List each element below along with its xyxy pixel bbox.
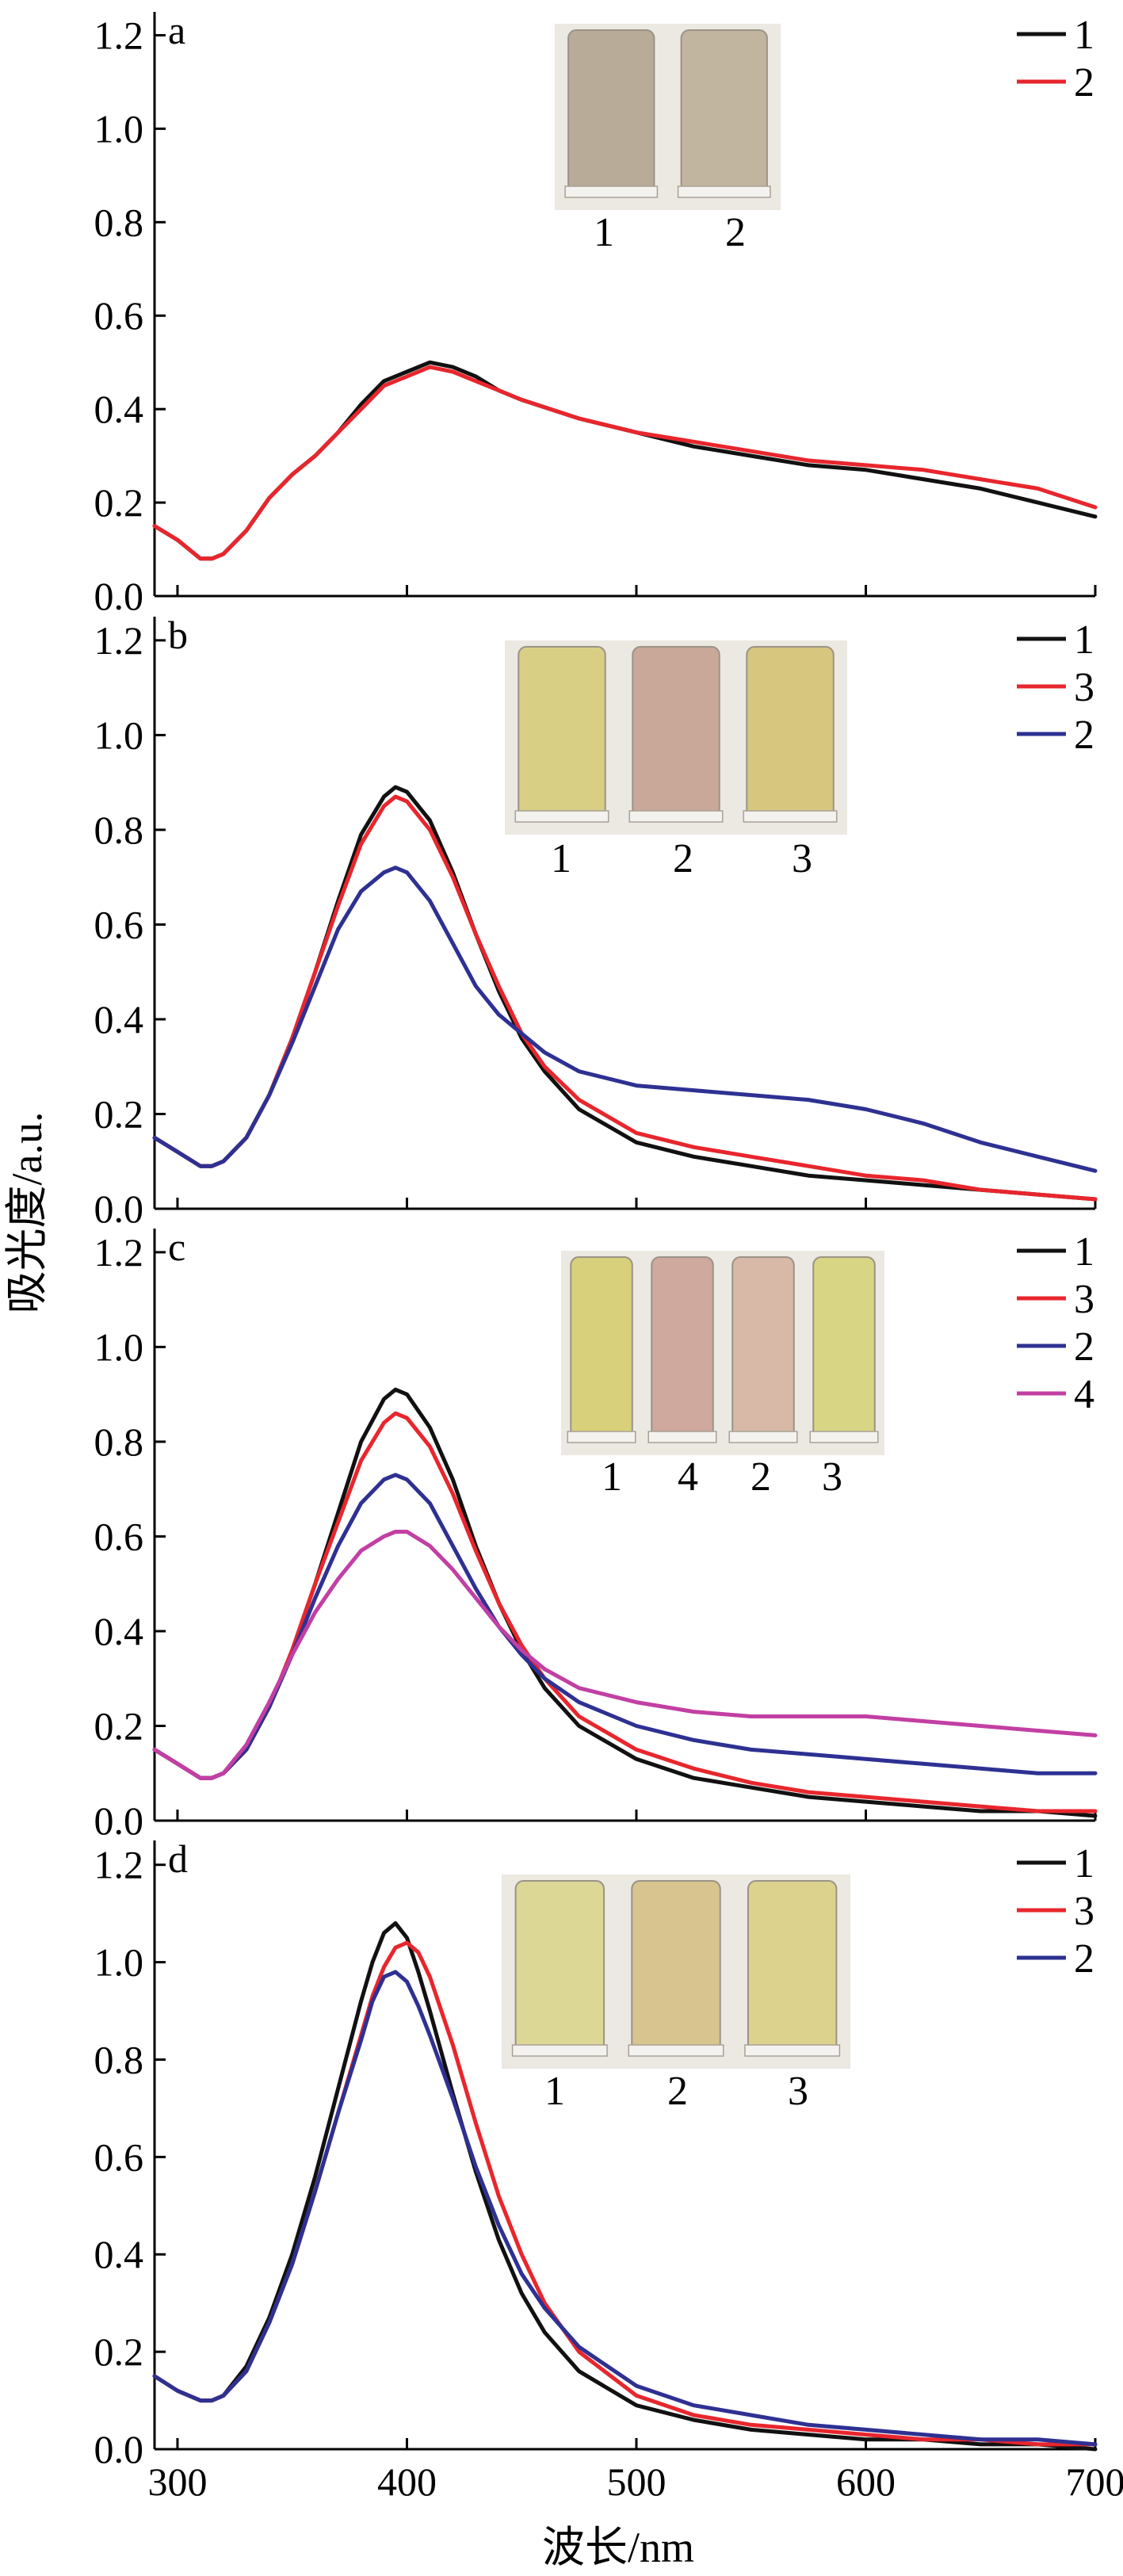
legend-label-c: 4 — [1074, 1372, 1094, 1417]
inset-label-c: 4 — [678, 1454, 698, 1500]
series-line-a-1 — [152, 360, 1098, 561]
series-line-b-3 — [152, 794, 1098, 1202]
vial-base-d — [511, 2044, 608, 2057]
y-tick-label-a: 0.6 — [94, 293, 144, 338]
inset-label-d: 3 — [788, 2069, 808, 2114]
panel-letter-b: b — [168, 613, 188, 657]
vial-base-c — [728, 1431, 798, 1443]
panel-letter-d: d — [168, 1836, 188, 1881]
inset-label-a: 1 — [594, 210, 614, 255]
vial-a — [680, 29, 768, 193]
vial-base-c — [647, 1431, 717, 1443]
y-tick-label-b: 0.4 — [94, 997, 144, 1041]
y-tick-label-c: 0.8 — [94, 1420, 144, 1464]
x-tick-label: 300 — [147, 2459, 207, 2504]
y-tick-label-b: 0.6 — [94, 902, 144, 946]
inset-label-c: 3 — [822, 1454, 842, 1500]
legend-label-a: 2 — [1074, 60, 1094, 105]
y-tick-label-a: 0.2 — [94, 480, 144, 525]
series-line-c-2 — [152, 1473, 1098, 1780]
vial-base-a — [677, 185, 771, 198]
vial-c — [812, 1256, 876, 1439]
vial-d — [747, 1880, 838, 2052]
y-tick-label-d: 0.4 — [94, 2232, 144, 2276]
x-tick-label: 600 — [836, 2459, 896, 2504]
y-tick-label-b: 1.0 — [94, 713, 144, 757]
series-line-b-2 — [152, 866, 1098, 1173]
vial-base-c — [809, 1431, 879, 1443]
vial-base-c — [567, 1431, 636, 1443]
legend-label-d: 3 — [1074, 1889, 1094, 1934]
y-tick-label-a: 0.8 — [94, 200, 144, 244]
inset-label-b: 2 — [673, 836, 693, 881]
y-tick-label-d: 0.6 — [94, 2135, 144, 2179]
inset-label-a: 2 — [725, 210, 746, 255]
y-tick-label-c: 0.6 — [94, 1514, 144, 1558]
legend-label-c: 1 — [1074, 1229, 1094, 1275]
vial-base-b — [514, 810, 609, 823]
series-line-a-2 — [152, 365, 1098, 561]
vial-base-d — [744, 2044, 841, 2057]
inset-label-d: 2 — [667, 2069, 688, 2114]
inset-label-c: 2 — [751, 1454, 771, 1500]
x-tick-label: 400 — [377, 2459, 437, 2504]
inset-label-b: 3 — [792, 836, 812, 881]
x-tick-label: 700 — [1066, 2459, 1123, 2504]
vial-b — [746, 646, 835, 818]
panel-letter-a: a — [168, 8, 185, 52]
legend-label-b: 3 — [1074, 665, 1094, 710]
x-axis-title: 波长/nm — [542, 2524, 694, 2571]
vial-b — [632, 646, 720, 818]
vial-base-b — [628, 810, 724, 823]
vial-base-a — [564, 185, 659, 198]
legend-label-d: 2 — [1074, 1936, 1094, 1982]
y-tick-label-a: 0.0 — [94, 574, 144, 618]
y-tick-label-d: 0.8 — [94, 2037, 144, 2081]
y-tick-label-c: 1.2 — [94, 1230, 144, 1275]
vial-base-d — [628, 2044, 724, 2057]
y-tick-label-b: 0.0 — [94, 1187, 144, 1231]
inset-label-b: 1 — [551, 836, 571, 881]
y-tick-label-b: 0.2 — [94, 1091, 144, 1136]
vial-c — [731, 1256, 795, 1439]
vial-d — [514, 1880, 605, 2052]
vial-c — [651, 1256, 714, 1439]
series-line-d-1 — [152, 1921, 1098, 2452]
panel-letter-c: c — [168, 1225, 185, 1269]
y-tick-label-b: 1.2 — [94, 618, 144, 663]
y-tick-label-b: 0.8 — [94, 808, 144, 852]
y-tick-label-d: 0.2 — [94, 2329, 144, 2374]
y-tick-label-c: 1.0 — [94, 1324, 144, 1369]
legend-label-b: 2 — [1074, 713, 1094, 758]
y-tick-label-a: 1.2 — [94, 13, 144, 57]
y-tick-label-a: 0.4 — [94, 387, 144, 431]
y-tick-label-d: 1.0 — [94, 1940, 144, 1985]
series-line-b-1 — [152, 785, 1098, 1202]
y-tick-label-c: 0.2 — [94, 1703, 144, 1748]
vial-base-b — [743, 810, 838, 823]
vial-b — [518, 646, 606, 818]
vial-a — [567, 29, 655, 193]
series-line-c-4 — [152, 1530, 1098, 1780]
inset-label-d: 1 — [544, 2069, 565, 2114]
y-tick-label-c: 0.0 — [94, 1798, 144, 1843]
inset-label-c: 1 — [602, 1454, 622, 1500]
x-tick-label: 500 — [606, 2459, 666, 2504]
legend-label-a: 1 — [1074, 13, 1094, 58]
y-tick-label-c: 0.4 — [94, 1609, 144, 1653]
vial-c — [570, 1256, 633, 1439]
vial-d — [631, 1880, 721, 2052]
series-line-d-2 — [152, 1970, 1098, 2447]
legend-label-b: 1 — [1074, 617, 1094, 663]
y-tick-label-d: 1.2 — [94, 1843, 144, 1887]
legend-label-c: 2 — [1074, 1324, 1094, 1370]
y-tick-label-d: 0.0 — [94, 2427, 144, 2471]
legend-label-d: 1 — [1074, 1841, 1094, 1886]
y-tick-label-a: 1.0 — [94, 106, 144, 151]
y-axis-title: 吸光度/a.u. — [3, 1112, 51, 1314]
legend-label-c: 3 — [1074, 1277, 1094, 1322]
